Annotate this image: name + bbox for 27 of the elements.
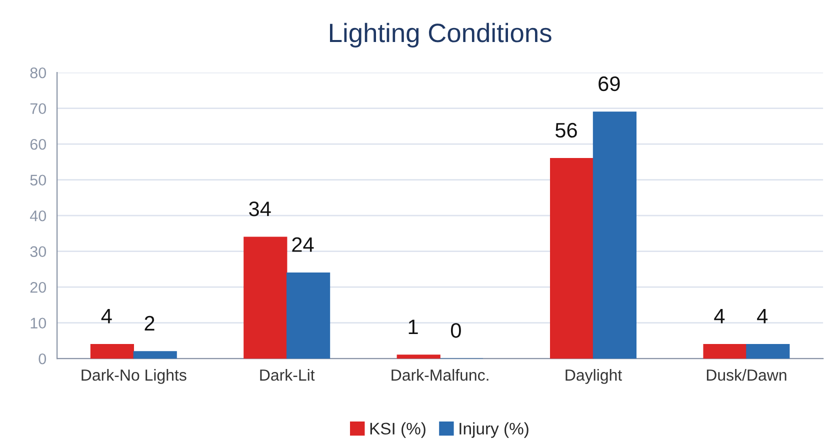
y-tick-label: 40 — [30, 210, 46, 222]
legend-label: KSI (%) — [370, 422, 426, 438]
chart-title: Lighting Conditions — [330, 22, 552, 48]
data-label: 0 — [450, 323, 461, 338]
data-label: 56 — [556, 122, 577, 138]
data-label: 69 — [598, 76, 620, 92]
y-tick-label: 10 — [30, 318, 46, 329]
y-tick-label: 60 — [30, 138, 46, 150]
y-tick-label: 50 — [30, 174, 46, 186]
data-label: 34 — [249, 202, 271, 216]
y-tick-label: 70 — [30, 103, 46, 114]
data-label: 24 — [292, 237, 314, 252]
y-tick-label: 0 — [38, 353, 46, 364]
x-tick-label: Dark-Malfunc. — [392, 369, 488, 381]
y-tick-label: 20 — [30, 282, 46, 293]
data-label: 4 — [757, 308, 768, 324]
x-tick-label: Daylight — [566, 369, 622, 384]
data-label: 4 — [101, 308, 112, 324]
x-tick-label: Dark-Lit — [260, 369, 315, 381]
data-label: 4 — [714, 308, 725, 324]
data-label: 2 — [144, 316, 154, 330]
y-tick-label: 80 — [30, 67, 46, 78]
data-label: 1 — [408, 320, 418, 334]
legend-label: Injury (%) — [460, 422, 528, 438]
y-tick-label: 30 — [30, 246, 46, 258]
x-tick-label: Dusk/Dawn — [706, 369, 786, 381]
x-tick-label: Dark-No Lights — [82, 369, 186, 384]
